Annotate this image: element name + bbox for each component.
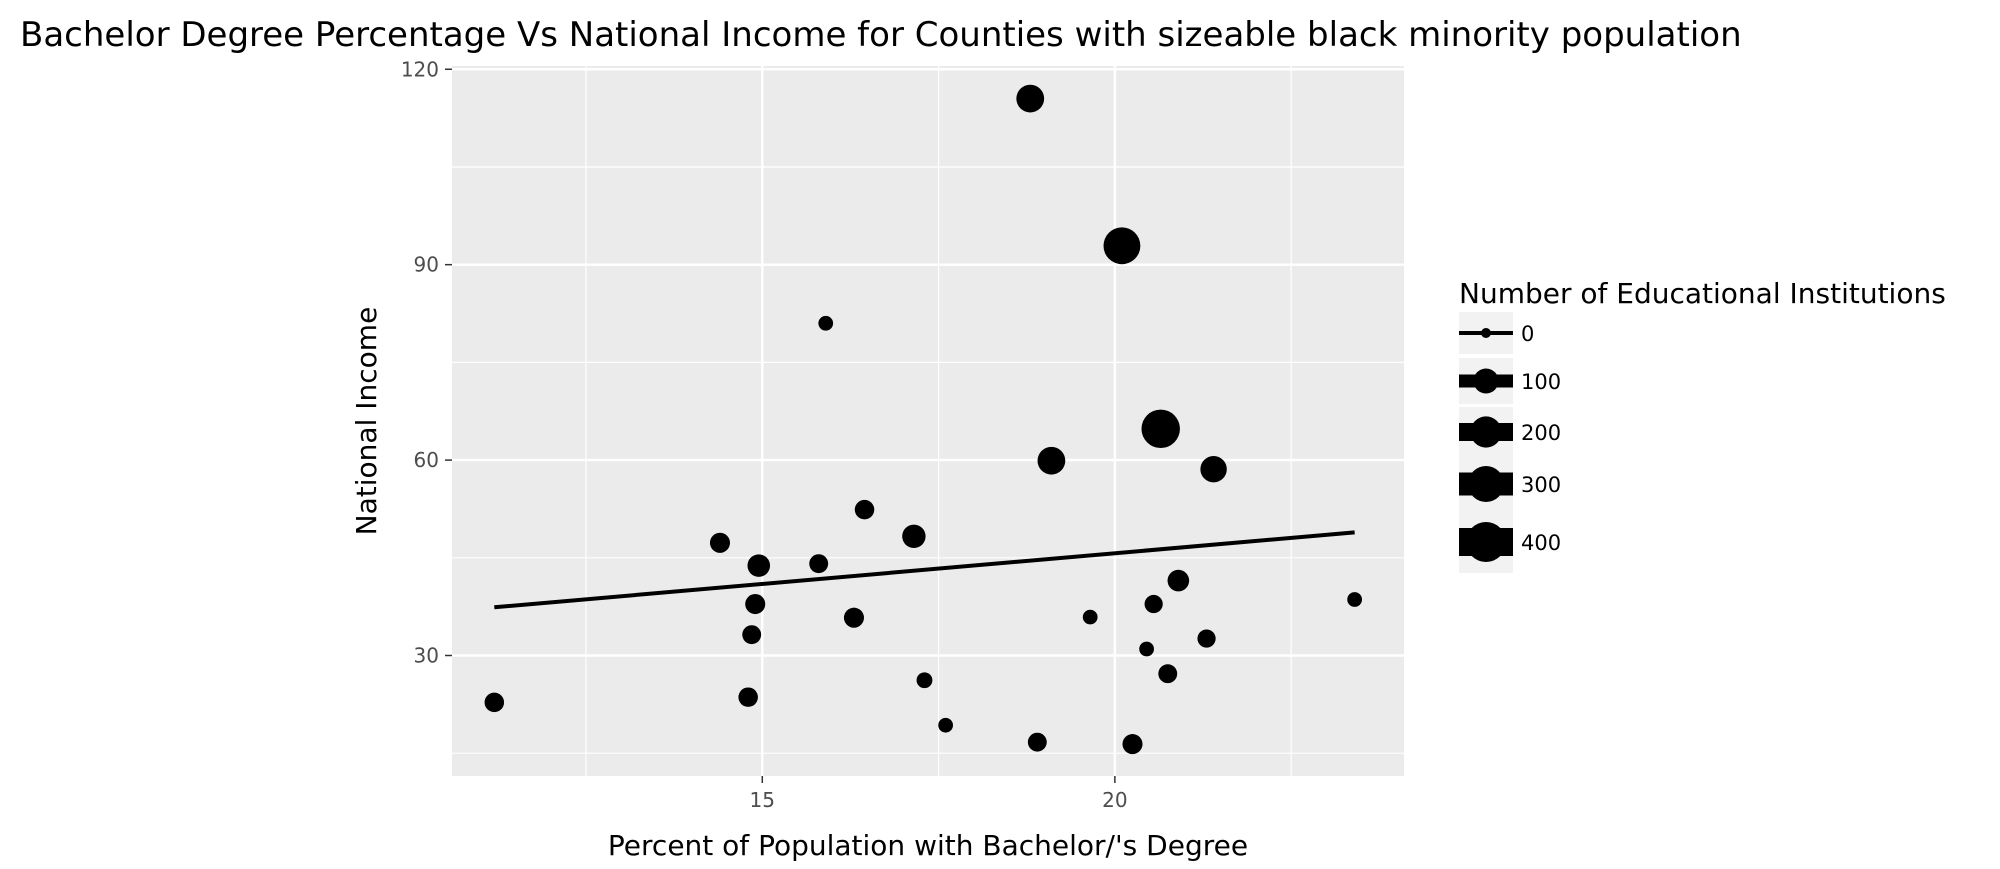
x-axis-ticks: 15 20 xyxy=(750,776,1128,812)
legend-key-line xyxy=(1459,331,1513,335)
data-point xyxy=(902,524,926,549)
data-point xyxy=(742,625,762,645)
y-axis-ticks: 30 60 90 120 xyxy=(401,57,452,667)
grid-major xyxy=(452,66,1404,776)
legend-key-line xyxy=(1459,472,1513,496)
x-tick-label: 20 xyxy=(1102,788,1127,812)
plot-panel xyxy=(452,66,1404,776)
data-point xyxy=(1016,84,1045,113)
data-point xyxy=(1027,732,1047,752)
data-point xyxy=(709,532,731,553)
legend-label: 200 xyxy=(1521,421,1561,445)
x-axis-title: Percent of Population with Bachelor/'s D… xyxy=(608,829,1248,862)
data-point xyxy=(484,692,505,713)
legend: Number of Educational Institutions 0 100 2… xyxy=(1459,277,1946,573)
data-point xyxy=(1122,734,1143,755)
y-axis-title: National Income xyxy=(350,307,383,536)
data-point xyxy=(916,672,933,689)
data-point xyxy=(938,717,954,733)
legend-label: 400 xyxy=(1521,531,1561,555)
y-tick-label: 90 xyxy=(414,253,439,277)
data-point xyxy=(1158,664,1178,684)
data-point xyxy=(843,607,864,628)
data-point xyxy=(854,499,875,520)
legend-title: Number of Educational Institutions xyxy=(1459,277,1946,310)
data-point xyxy=(1197,629,1216,648)
legend-label: 300 xyxy=(1521,473,1561,497)
chart-title: Bachelor Degree Percentage Vs National I… xyxy=(20,15,1742,55)
data-point xyxy=(1200,455,1227,483)
data-point xyxy=(745,594,766,615)
data-point xyxy=(1167,569,1190,592)
legend-key-line xyxy=(1459,528,1513,556)
x-tick-label: 15 xyxy=(750,788,775,812)
y-tick-label: 60 xyxy=(414,448,439,472)
legend-key-line xyxy=(1459,374,1513,388)
data-point xyxy=(1144,594,1163,614)
data-point xyxy=(1141,409,1180,449)
data-point xyxy=(818,315,834,331)
legend-key-line xyxy=(1459,423,1513,441)
data-point xyxy=(1037,446,1066,475)
y-tick-label: 120 xyxy=(401,57,439,81)
legend-label: 100 xyxy=(1521,370,1561,394)
legend-entries: 0 100 200 300 400 xyxy=(1459,312,1561,573)
data-point xyxy=(1347,592,1363,607)
legend-label: 0 xyxy=(1521,322,1534,346)
y-tick-label: 30 xyxy=(414,643,439,667)
data-point xyxy=(809,554,829,574)
data-point xyxy=(1139,641,1154,657)
trend-line xyxy=(494,530,1355,610)
data-point xyxy=(1103,227,1141,265)
data-point xyxy=(1082,609,1098,625)
grid-minor xyxy=(452,66,1404,776)
data-point xyxy=(747,554,771,577)
data-point xyxy=(738,687,758,707)
data-points xyxy=(484,84,1363,755)
